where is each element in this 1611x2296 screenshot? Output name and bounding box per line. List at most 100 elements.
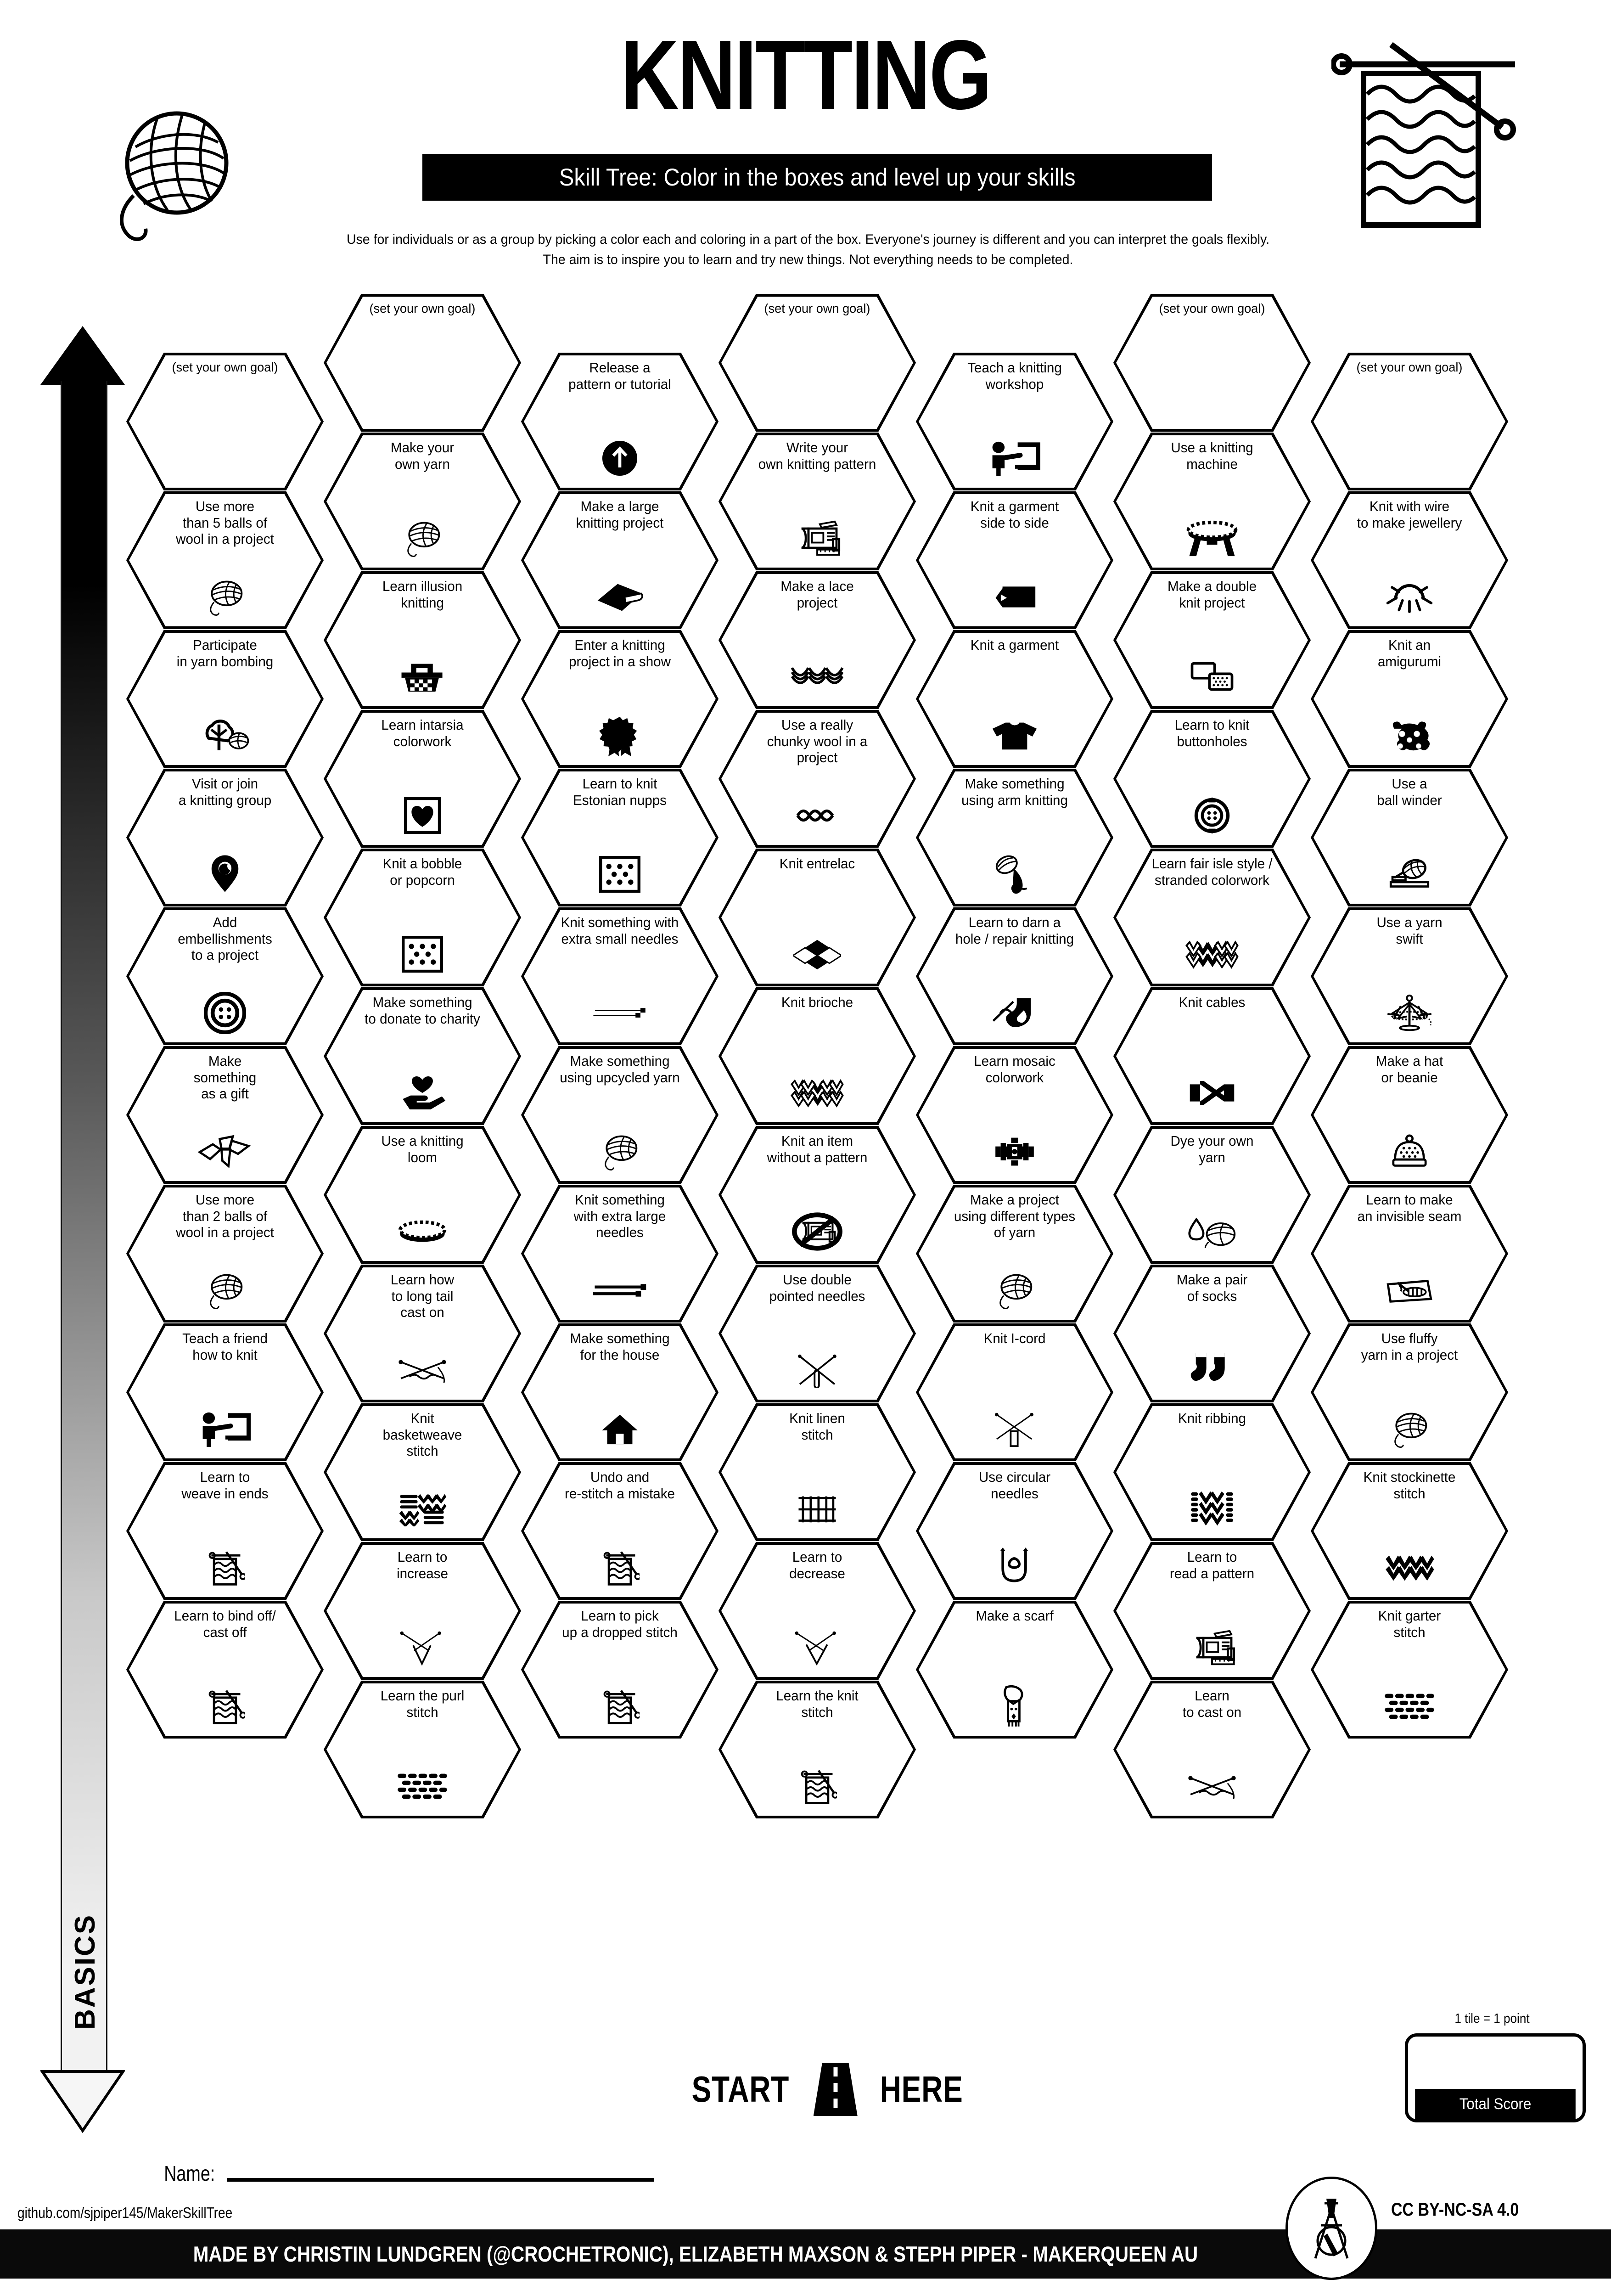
skill-tile[interactable]: Teach a knitting workshop xyxy=(916,353,1113,490)
skill-tile[interactable]: Learn to pick up a dropped stitch xyxy=(521,1601,718,1739)
tile-fill[interactable] xyxy=(1313,1604,1505,1736)
tile-fill[interactable] xyxy=(721,1683,913,1816)
skill-tile[interactable]: Write your own knitting pattern xyxy=(718,433,916,570)
tile-fill[interactable] xyxy=(721,1406,913,1538)
tile-fill[interactable] xyxy=(326,1406,518,1538)
tile-fill[interactable] xyxy=(1116,1545,1308,1677)
skill-tile[interactable]: Knit stockinette stitch xyxy=(1311,1462,1508,1600)
skill-tile[interactable]: Release a pattern or tutorial xyxy=(521,353,718,490)
skill-tile[interactable]: Make a project using different types of ya… xyxy=(916,1185,1113,1322)
tile-fill[interactable] xyxy=(129,910,321,1042)
skill-tile[interactable]: Learn to bind off/cast off xyxy=(126,1601,324,1739)
skill-tile[interactable]: Learn fair isle style / stranded colorwor… xyxy=(1113,849,1311,986)
skill-tile[interactable]: Knit I-cord xyxy=(916,1323,1113,1461)
skill-tile[interactable]: Make something to donate to charity xyxy=(324,987,521,1125)
skill-tile[interactable]: Make a lace project xyxy=(718,571,916,709)
tile-fill[interactable] xyxy=(326,297,518,429)
tile-fill[interactable] xyxy=(1313,1465,1505,1597)
skill-tile[interactable]: Use a really chunky wool in a project xyxy=(718,710,916,848)
skill-tile[interactable]: Learn to decrease xyxy=(718,1542,916,1680)
skill-tile[interactable]: Learn to knit Estonian nupps xyxy=(521,769,718,906)
tile-fill[interactable] xyxy=(1116,435,1308,568)
skill-tile[interactable]: Knit an item without a pattern xyxy=(718,1126,916,1264)
skill-tile[interactable]: Teach a friend how to knit xyxy=(126,1323,324,1461)
skill-tile[interactable]: Use a knitting machine xyxy=(1113,433,1311,570)
skill-tile[interactable]: Visit or join a knitting group xyxy=(126,769,324,906)
skill-tile[interactable]: Use circular needles xyxy=(916,1462,1113,1600)
tile-fill[interactable] xyxy=(524,1465,716,1597)
github-link[interactable]: github.com/sjpiper145/MakerSkillTree xyxy=(17,2204,233,2221)
skill-tile[interactable]: Learn to read a pattern xyxy=(1113,1542,1311,1680)
skill-tile[interactable]: Knit basketweave stitch xyxy=(324,1403,521,1541)
skill-tile[interactable]: Learn the knit stitch xyxy=(718,1681,916,1818)
tile-fill[interactable] xyxy=(1313,355,1505,488)
tile-fill[interactable] xyxy=(919,355,1111,488)
tile-fill[interactable] xyxy=(326,1545,518,1677)
tile-fill[interactable] xyxy=(721,713,913,845)
skill-tile[interactable]: Knit something with extra large needles xyxy=(521,1185,718,1322)
skill-tile[interactable]: Use more than 2 balls of wool in a project xyxy=(126,1185,324,1322)
tile-fill[interactable] xyxy=(129,1326,321,1458)
skill-tile[interactable]: Learn to weave in ends xyxy=(126,1462,324,1600)
skill-tile[interactable]: (set your own goal) xyxy=(324,294,521,432)
skill-tile[interactable]: Make something for the house xyxy=(521,1323,718,1461)
name-write-line[interactable] xyxy=(227,2178,654,2182)
skill-tile[interactable]: Dye your own yarn xyxy=(1113,1126,1311,1264)
skill-tile[interactable]: Knit linen stitch xyxy=(718,1403,916,1541)
skill-tile[interactable]: Knit an amigurumi xyxy=(1311,630,1508,768)
skill-tile[interactable]: Learn intarsia colorwork xyxy=(324,710,521,848)
skill-tile[interactable]: Use more than 5 balls of wool in a project xyxy=(126,491,324,629)
tile-fill[interactable] xyxy=(524,1187,716,1320)
tile-fill[interactable] xyxy=(129,1465,321,1597)
skill-tile[interactable]: Use a yarn swift xyxy=(1311,907,1508,1045)
tile-fill[interactable] xyxy=(129,1604,321,1736)
tile-fill[interactable] xyxy=(129,633,321,765)
tile-fill[interactable] xyxy=(919,1604,1111,1736)
skill-tile[interactable]: Make a pair of socks xyxy=(1113,1265,1311,1402)
skill-tile[interactable]: Use double pointed needles xyxy=(718,1265,916,1402)
skill-tile[interactable]: (set your own goal) xyxy=(126,353,324,490)
skill-tile[interactable]: Make a scarf xyxy=(916,1601,1113,1739)
skill-tile[interactable]: Learn to increase xyxy=(324,1542,521,1680)
skill-tile[interactable]: Enter a knitting project in a show xyxy=(521,630,718,768)
tile-fill[interactable] xyxy=(1116,297,1308,429)
skill-tile[interactable]: Learn to darn a hole / repair knitting xyxy=(916,907,1113,1045)
skill-tile[interactable]: Participate in yarn bombing xyxy=(126,630,324,768)
skill-tile[interactable]: Learn illusion knitting xyxy=(324,571,521,709)
skill-tile[interactable]: Learn to knit buttonholes xyxy=(1113,710,1311,848)
tile-fill[interactable] xyxy=(326,1683,518,1816)
skill-tile[interactable]: Use a knitting loom xyxy=(324,1126,521,1264)
skill-tile[interactable]: (set your own goal) xyxy=(718,294,916,432)
skill-tile[interactable]: Make something using arm knitting xyxy=(916,769,1113,906)
total-score-box[interactable]: Total Score xyxy=(1405,2033,1586,2122)
skill-tile[interactable]: Knit brioche xyxy=(718,987,916,1125)
skill-tile[interactable]: Use fluffy yarn in a project xyxy=(1311,1323,1508,1461)
skill-tile[interactable]: Knit ribbing xyxy=(1113,1403,1311,1541)
tile-fill[interactable] xyxy=(721,435,913,568)
skill-tile[interactable]: Learn the purl stitch xyxy=(324,1681,521,1818)
skill-tile[interactable]: Learn to cast on xyxy=(1113,1681,1311,1818)
tile-fill[interactable] xyxy=(721,1545,913,1677)
tile-fill[interactable] xyxy=(721,297,913,429)
skill-tile[interactable]: (set your own goal) xyxy=(1113,294,1311,432)
skill-tile[interactable]: (set your own goal) xyxy=(1311,353,1508,490)
skill-tile[interactable]: Learn mosaic colorwork xyxy=(916,1046,1113,1184)
tile-fill[interactable] xyxy=(721,574,913,706)
skill-tile[interactable]: Learn how to long tail cast on xyxy=(324,1265,521,1402)
skill-tile[interactable]: Knit cables xyxy=(1113,987,1311,1125)
skill-tile[interactable]: Make something using upcycled yarn xyxy=(521,1046,718,1184)
skill-tile[interactable]: Make your own yarn xyxy=(324,433,521,570)
skill-tile[interactable]: Undo and re-stitch a mistake xyxy=(521,1462,718,1600)
skill-tile[interactable]: Knit garter stitch xyxy=(1311,1601,1508,1739)
skill-tile[interactable]: Make something as a gift xyxy=(126,1046,324,1184)
skill-tile[interactable]: Learn to make an invisible seam xyxy=(1311,1185,1508,1322)
skill-tile[interactable]: Knit with wire to make jewellery xyxy=(1311,491,1508,629)
tile-fill[interactable] xyxy=(721,1267,913,1400)
skill-tile[interactable]: Make a double knit project xyxy=(1113,571,1311,709)
tile-fill[interactable] xyxy=(1116,713,1308,845)
skill-tile[interactable]: Use a ball winder xyxy=(1311,769,1508,906)
name-field[interactable]: Name: xyxy=(158,2158,654,2186)
skill-tile[interactable]: Knit something with extra small needles xyxy=(521,907,718,1045)
skill-tile[interactable]: Knit a garment side to side xyxy=(916,491,1113,629)
tile-fill[interactable] xyxy=(1116,990,1308,1122)
